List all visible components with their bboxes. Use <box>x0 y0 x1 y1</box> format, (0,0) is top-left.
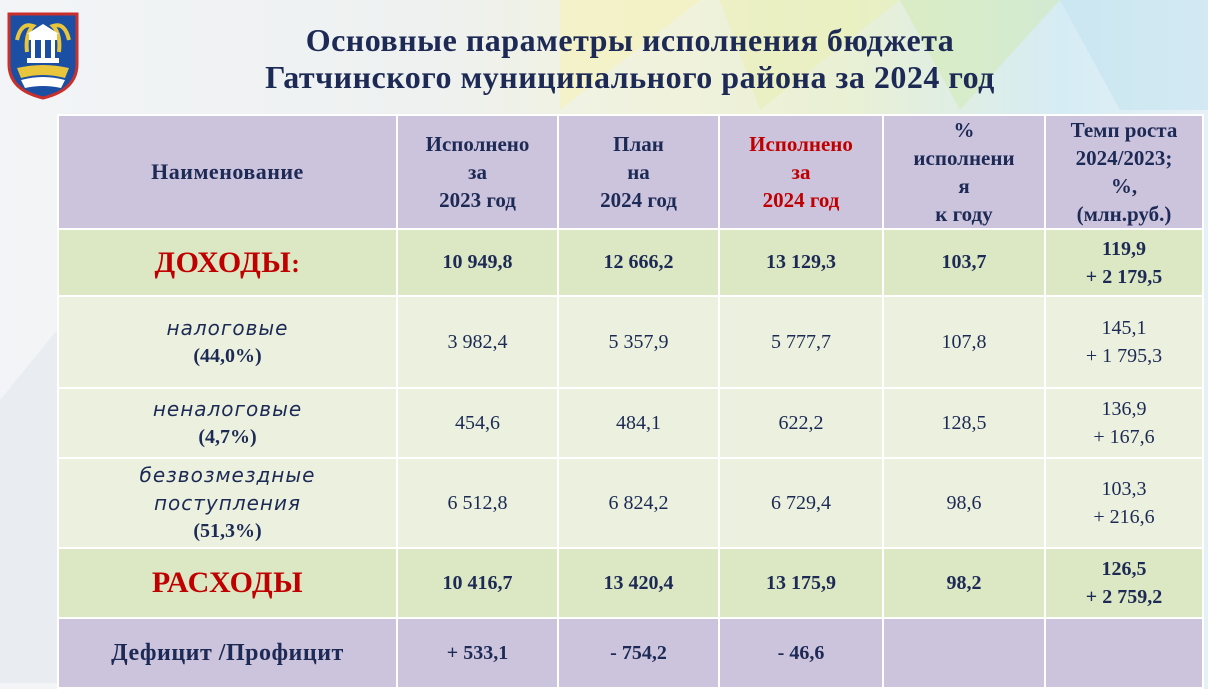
cell-2024: 13 129,3 <box>718 228 884 297</box>
cell-plan-2024: - 754,2 <box>557 617 720 689</box>
table-row-income: ДОХОДЫ: 10 949,8 12 666,2 13 129,3 103,7… <box>57 228 1204 297</box>
cell-growth: 136,9 + 167,6 <box>1044 387 1204 459</box>
coat-of-arms-icon <box>7 12 79 100</box>
table-row-deficit: Дефицит /Профицит + 533,1 - 754,2 - 46,6 <box>57 617 1204 689</box>
cell-2024: 6 729,4 <box>718 457 884 549</box>
cell-percent: 128,5 <box>882 387 1046 459</box>
cell-growth <box>1044 617 1204 689</box>
cell-2024: 622,2 <box>718 387 884 459</box>
cell-2024: - 46,6 <box>718 617 884 689</box>
page-title: Основные параметры исполнения бюджета Га… <box>110 22 1150 96</box>
header-growth-rate: Темп роста 2024/2023;%, (млн.руб.) <box>1044 114 1204 230</box>
cell-2023: 454,6 <box>396 387 559 459</box>
cell-plan-2024: 6 824,2 <box>557 457 720 549</box>
header-executed-2023: Исполнено за 2023 год <box>396 114 559 230</box>
table-row-expenses: РАСХОДЫ 10 416,7 13 420,4 13 175,9 98,2 … <box>57 547 1204 619</box>
cell-growth: 145,1 + 1 795,3 <box>1044 295 1204 389</box>
row-label: неналоговые (4,7%) <box>57 387 398 459</box>
header-name: Наименование <box>57 114 398 230</box>
cell-percent: 98,2 <box>882 547 1046 619</box>
cell-percent <box>882 617 1046 689</box>
header-percent-executed: % исполнени я к году <box>882 114 1046 230</box>
table-row-gratuitous: безвозмездные поступления (51,3%) 6 512,8 … <box>57 457 1204 549</box>
row-label: ДОХОДЫ: <box>57 228 398 297</box>
cell-growth: 126,5 + 2 759,2 <box>1044 547 1204 619</box>
header-executed-2024: Исполнено за 2024 год <box>718 114 884 230</box>
cell-growth: 119,9 + 2 179,5 <box>1044 228 1204 297</box>
budget-table: Наименование Исполнено за 2023 год План на 2… <box>57 114 1204 689</box>
row-label: налоговые (44,0%) <box>57 295 398 389</box>
title-line-2: Гатчинского муниципального района за 202… <box>265 59 995 95</box>
cell-plan-2024: 12 666,2 <box>557 228 720 297</box>
cell-2023: 3 982,4 <box>396 295 559 389</box>
cell-growth: 103,3 + 216,6 <box>1044 457 1204 549</box>
cell-percent: 107,8 <box>882 295 1046 389</box>
cell-plan-2024: 484,1 <box>557 387 720 459</box>
table-row-tax: налоговые (44,0%) 3 982,4 5 357,9 5 777,7… <box>57 295 1204 389</box>
title-line-1: Основные параметры исполнения бюджета <box>305 22 955 58</box>
cell-2023: 10 949,8 <box>396 228 559 297</box>
cell-percent: 103,7 <box>882 228 1046 297</box>
cell-plan-2024: 5 357,9 <box>557 295 720 389</box>
table-row-nontax: неналоговые (4,7%) 454,6 484,1 622,2 128,… <box>57 387 1204 459</box>
cell-2023: 10 416,7 <box>396 547 559 619</box>
cell-percent: 98,6 <box>882 457 1046 549</box>
cell-2023: + 533,1 <box>396 617 559 689</box>
table-header-row: Наименование Исполнено за 2023 год План на 2… <box>57 114 1204 230</box>
cell-plan-2024: 13 420,4 <box>557 547 720 619</box>
cell-2024: 5 777,7 <box>718 295 884 389</box>
row-label: Дефицит /Профицит <box>57 617 398 689</box>
cell-2024: 13 175,9 <box>718 547 884 619</box>
row-label: РАСХОДЫ <box>57 547 398 619</box>
cell-2023: 6 512,8 <box>396 457 559 549</box>
header-plan-2024: План на 2024 год <box>557 114 720 230</box>
row-label: безвозмездные поступления (51,3%) <box>57 457 398 549</box>
